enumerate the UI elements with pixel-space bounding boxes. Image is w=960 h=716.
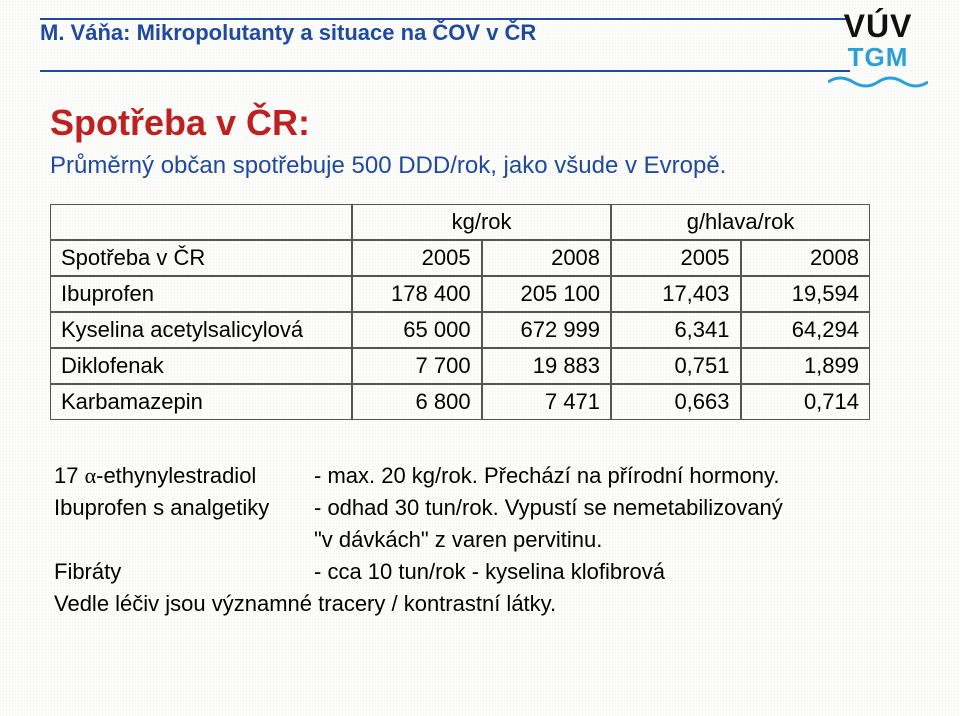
table-row: Diklofenak 7 700 19 883 0,751 1,899 (50, 348, 870, 384)
row-label: Diklofenak (50, 348, 352, 384)
row-label: Ibuprofen (50, 276, 352, 312)
cell: 0,751 (611, 348, 740, 384)
note-key: 17 α-ethynylestradiol (54, 460, 314, 492)
note-key: Fibráty (54, 556, 314, 588)
logo-vuv-tgm: VÚV TGM (824, 10, 932, 93)
cell: 1,899 (741, 348, 871, 384)
year-header: 2005 (611, 240, 740, 276)
slide-content: Spotřeba v ČR: Průměrný občan spotřebuje… (0, 72, 960, 619)
consumption-table: kg/rok g/hlava/rok Spotřeba v ČR 2005 20… (50, 204, 870, 420)
table-year-header-row: Spotřeba v ČR 2005 2008 2005 2008 (50, 240, 870, 276)
year-header: 2005 (352, 240, 481, 276)
cell: 178 400 (352, 276, 481, 312)
cell: 0,663 (611, 384, 740, 420)
cell: 65 000 (352, 312, 481, 348)
cell: 0,714 (741, 384, 871, 420)
cell: 7 700 (352, 348, 481, 384)
row-label: Spotřeba v ČR (50, 240, 352, 276)
note-key: Ibuprofen s analgetiky (54, 492, 314, 524)
cell: 64,294 (741, 312, 871, 348)
note-row: Fibráty - cca 10 tun/rok - kyselina klof… (54, 556, 910, 588)
group-header: kg/rok (352, 204, 611, 240)
logo-bottom-text: TGM (824, 44, 932, 70)
row-label: Karbamazepin (50, 384, 352, 420)
year-header: 2008 (741, 240, 871, 276)
main-title: Spotřeba v ČR: (50, 102, 910, 144)
table-group-header-row: kg/rok g/hlava/rok (50, 204, 870, 240)
note-continuation: "v dávkách" z varen pervitinu. (54, 524, 910, 556)
note-row: Ibuprofen s analgetiky - odhad 30 tun/ro… (54, 492, 910, 524)
cell: 672 999 (482, 312, 611, 348)
year-header: 2008 (482, 240, 611, 276)
note-val: - cca 10 tun/rok - kyselina klofibrová (314, 556, 910, 588)
header-rule (40, 70, 850, 72)
cell: 19 883 (482, 348, 611, 384)
cell: 7 471 (482, 384, 611, 420)
cell: 205 100 (482, 276, 611, 312)
table-row: Kyselina acetylsalicylová 65 000 672 999… (50, 312, 870, 348)
row-label: Kyselina acetylsalicylová (50, 312, 352, 348)
table-corner-cell (50, 204, 352, 240)
cell: 17,403 (611, 276, 740, 312)
note-val: - max. 20 kg/rok. Přechází na přírodní h… (314, 460, 910, 492)
notes-block: 17 α-ethynylestradiol - max. 20 kg/rok. … (50, 460, 910, 619)
logo-wave-icon (828, 74, 928, 88)
cell: 6 800 (352, 384, 481, 420)
note-row: 17 α-ethynylestradiol - max. 20 kg/rok. … (54, 460, 910, 492)
group-header: g/hlava/rok (611, 204, 870, 240)
header-author-title: M. Váňa: Mikropolutanty a situace na ČOV… (40, 20, 920, 46)
note-val: - odhad 30 tun/rok. Vypustí se nemetabil… (314, 492, 910, 524)
logo-top-text: VÚV (824, 10, 932, 42)
cell: 6,341 (611, 312, 740, 348)
slide-header: M. Váňa: Mikropolutanty a situace na ČOV… (0, 0, 960, 72)
note-full-line: Vedle léčiv jsou významné tracery / kont… (54, 588, 910, 620)
cell: 19,594 (741, 276, 871, 312)
table-row: Karbamazepin 6 800 7 471 0,663 0,714 (50, 384, 870, 420)
subtitle: Průměrný občan spotřebuje 500 DDD/rok, j… (50, 152, 910, 180)
table-row: Ibuprofen 178 400 205 100 17,403 19,594 (50, 276, 870, 312)
